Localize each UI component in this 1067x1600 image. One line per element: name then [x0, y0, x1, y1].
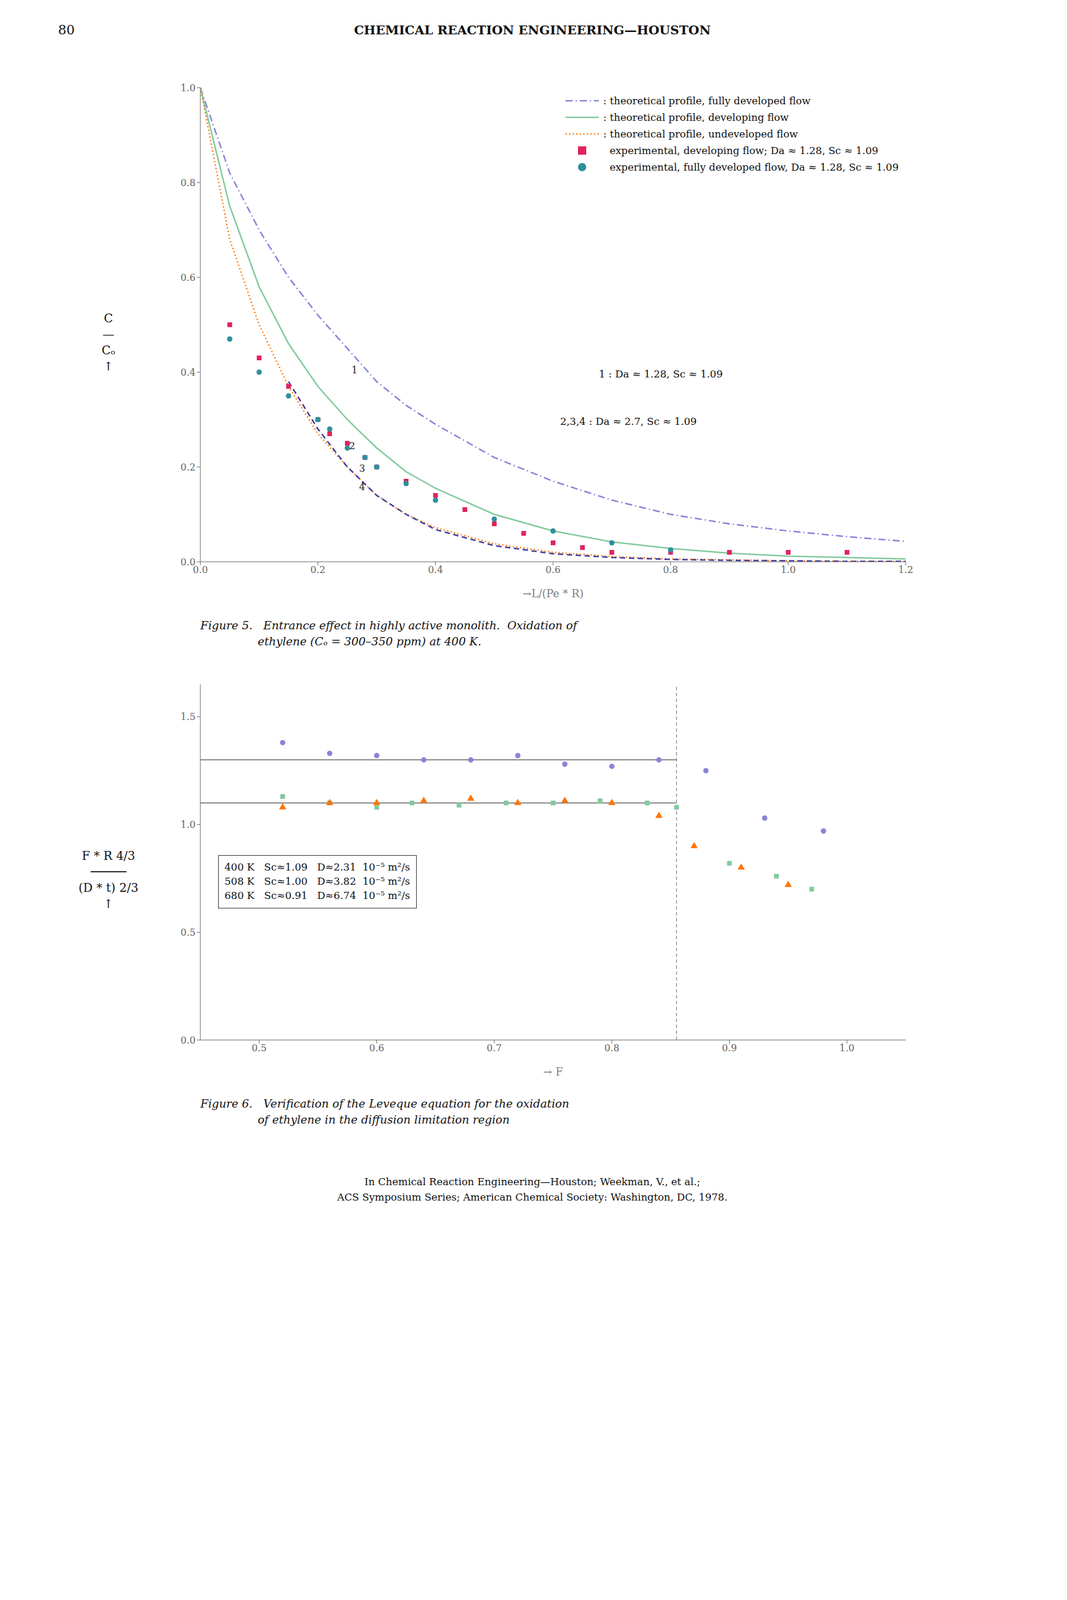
- html-text:Figure 5. Entrance effect in h: Figure 5. Entrance effect in highly acti…: [200, 618, 578, 648]
- svg-text:0.8: 0.8: [604, 1043, 619, 1055]
- html-text:F * R 4/3 ───── (D * t) 2/3 ↑: F * R 4/3 ───── (D * t) 2/3 ↑: [78, 848, 139, 912]
- svg-text:0.2: 0.2: [310, 564, 326, 576]
- svg-text:0.9: 0.9: [722, 1043, 737, 1055]
- svg-text:1.5: 1.5: [180, 711, 196, 723]
- svg-text:0.8: 0.8: [180, 177, 196, 189]
- svg-text:0.5: 0.5: [180, 927, 196, 939]
- html-text:experimental, fully developed: experimental, fully developed flow, Da ≈…: [603, 161, 899, 174]
- svg-text:1.0: 1.0: [780, 564, 796, 576]
- html-text:: theoretical profile, undevel: : theoretical profile, undeveloped flow: [603, 128, 798, 140]
- svg-text:0.0: 0.0: [192, 564, 208, 576]
- html-text:400 K Sc≈1.09 D≈2.31 10⁻⁵ m²/s: 400 K Sc≈1.09 D≈2.31 10⁻⁵ m²/s 508 K Sc≈…: [224, 861, 411, 902]
- html-text:80: 80: [58, 22, 75, 38]
- svg-text:4: 4: [359, 481, 366, 493]
- svg-text:→ F: → F: [542, 1065, 563, 1079]
- html-text:ACS Symposium Series; American: ACS Symposium Series; American Chemical …: [337, 1191, 728, 1204]
- html-text:2,3,4 : Da ≈ 2.7, Sc ≈ 1.09: 2,3,4 : Da ≈ 2.7, Sc ≈ 1.09: [560, 415, 697, 428]
- svg-text:3: 3: [359, 462, 366, 475]
- svg-text:0.4: 0.4: [180, 366, 196, 379]
- html-text:: theoretical profile, fully d: : theoretical profile, fully developed f…: [603, 94, 811, 107]
- html-text:: theoretical profile, develop: : theoretical profile, developing flow: [603, 111, 789, 124]
- svg-text:1.0: 1.0: [839, 1043, 855, 1055]
- svg-text:0.8: 0.8: [663, 564, 679, 576]
- svg-text:0.6: 0.6: [180, 272, 196, 284]
- svg-text:0.6: 0.6: [369, 1043, 385, 1055]
- svg-text:1.0: 1.0: [180, 82, 196, 94]
- svg-text:0.4: 0.4: [427, 564, 443, 576]
- svg-text:0.2: 0.2: [180, 461, 196, 474]
- svg-text:0.5: 0.5: [251, 1043, 267, 1055]
- html-text:1 : Da ≈ 1.28, Sc ≈ 1.09: 1 : Da ≈ 1.28, Sc ≈ 1.09: [598, 368, 723, 380]
- svg-text:1: 1: [351, 364, 358, 376]
- svg-text:0.0: 0.0: [180, 556, 196, 568]
- html-text:C — Cₒ ↑: C — Cₒ ↑: [101, 311, 116, 374]
- svg-text:0.6: 0.6: [545, 564, 561, 576]
- svg-text:→L/(Pe * R): →L/(Pe * R): [522, 587, 584, 600]
- svg-text:0.7: 0.7: [486, 1043, 502, 1055]
- html-text:experimental, developing flow;: experimental, developing flow; Da ≈ 1.28…: [603, 144, 879, 157]
- svg-text:2: 2: [349, 440, 356, 452]
- html-text:In Chemical Reaction Engineeri: In Chemical Reaction Engineering—Houston…: [364, 1176, 701, 1189]
- html-text:Figure 6. Verification of the: Figure 6. Verification of the Leveque eq…: [200, 1097, 570, 1127]
- html-text:CHEMICAL REACTION ENGINEERING—: CHEMICAL REACTION ENGINEERING—HOUSTON: [353, 22, 711, 38]
- svg-text:1.2: 1.2: [898, 564, 913, 576]
- svg-text:0.0: 0.0: [180, 1034, 196, 1047]
- svg-text:1.0: 1.0: [180, 819, 196, 831]
